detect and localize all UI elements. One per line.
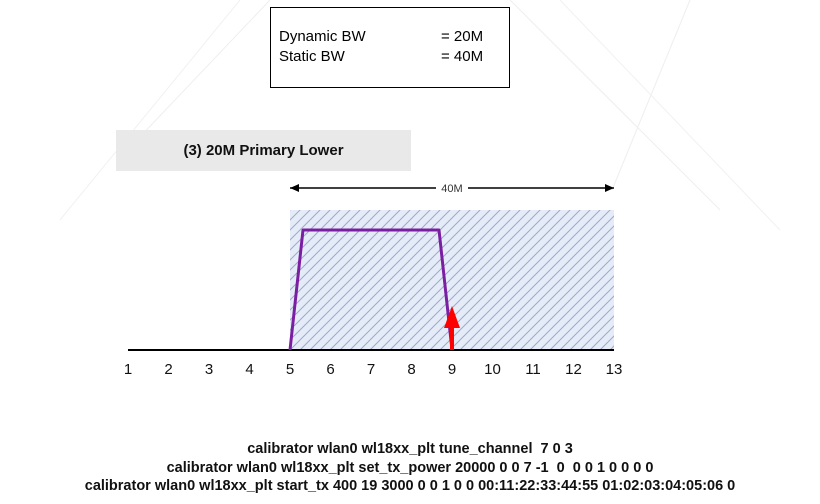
channel-tick-label: 2 (164, 361, 172, 378)
primary-marker-head (444, 306, 460, 328)
signal-trace (288, 228, 454, 351)
channel-tick-label: 5 (286, 361, 294, 378)
channel-tick-label: 8 (407, 361, 415, 378)
dynamic-bw-label: Dynamic BW (279, 28, 366, 45)
channel-tick-label: 1 (124, 361, 132, 378)
bandwidth-arrow-right-head (605, 184, 614, 192)
channel-tick-label: 3 (205, 361, 213, 378)
channel-tick-label: 10 (484, 361, 501, 378)
dynamic-bw-value: = 20M (441, 28, 484, 45)
command-tune-channel: calibrator wlan0 wl18xx_plt tune_channel… (247, 441, 573, 457)
static-bw-value: = 40M (441, 48, 484, 65)
channel-tick-label: 12 (565, 361, 582, 378)
static-bw-row: Static BW = 40M (271, 47, 509, 67)
channel-tick-label: 7 (367, 361, 375, 378)
static-bw-label: Static BW (279, 48, 345, 65)
command-list: calibrator wlan0 wl18xx_plt tune_channel… (0, 440, 820, 496)
dynamic-bw-row: Dynamic BW = 20M (271, 27, 509, 47)
channel-tick-label: 6 (326, 361, 334, 378)
bandwidth-label-background (436, 181, 468, 193)
mode-banner: (3) 20M Primary Lower (116, 130, 411, 171)
command-start-tx: calibrator wlan0 wl18xx_plt start_tx 400… (84, 478, 736, 494)
channel-tick-label: 13 (606, 361, 623, 378)
channel-tick-label: 11 (525, 361, 541, 378)
bandwidth-label: 40M (441, 183, 462, 195)
channel-tick-label: 9 (448, 361, 456, 378)
command-set-tx-power: calibrator wlan0 wl18xx_plt set_tx_power… (166, 459, 654, 476)
bandwidth-arrow-left-head (290, 184, 299, 192)
bandwidth-info-box: Dynamic BW = 20M Static BW = 40M (270, 7, 510, 88)
channel-tick-label: 4 (245, 361, 253, 378)
